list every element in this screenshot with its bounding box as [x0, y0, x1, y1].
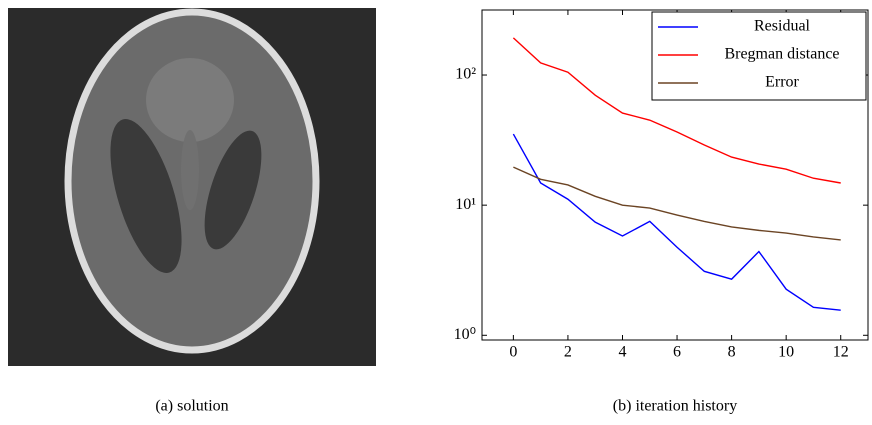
x-tick-label: 2 — [564, 344, 572, 361]
legend-label: Error — [765, 74, 799, 91]
legend: Residual Bregman distance Error — [652, 12, 866, 100]
figure: 0 2 4 6 8 10 12 10⁰ 10¹ 10² Residual Bregman distan… — [0, 0, 872, 425]
x-tick-label: 6 — [673, 344, 681, 361]
data-line — [513, 167, 840, 240]
x-tick-label: 0 — [509, 344, 517, 361]
y-tick-label: 10² — [455, 66, 476, 83]
legend-label: Bregman distance — [724, 46, 839, 63]
phantom-image — [8, 8, 376, 366]
x-tick-label: 10 — [778, 344, 794, 361]
x-tick-label: 4 — [618, 344, 626, 361]
legend-label: Residual — [754, 18, 811, 35]
bright-region — [146, 58, 234, 142]
x-tick-label: 12 — [833, 344, 849, 361]
caption: (b) iteration history — [613, 398, 737, 415]
plot-area: 0 2 4 6 8 10 12 10⁰ 10¹ 10² Residual Bregman distan… — [454, 10, 868, 361]
y-tick-label: 10¹ — [455, 196, 476, 213]
x-tick-label: 8 — [728, 344, 736, 361]
data-line — [513, 134, 840, 310]
caption: (a) solution — [155, 398, 228, 415]
y-tick-label: 10⁰ — [454, 326, 476, 343]
mid-region — [181, 130, 199, 210]
